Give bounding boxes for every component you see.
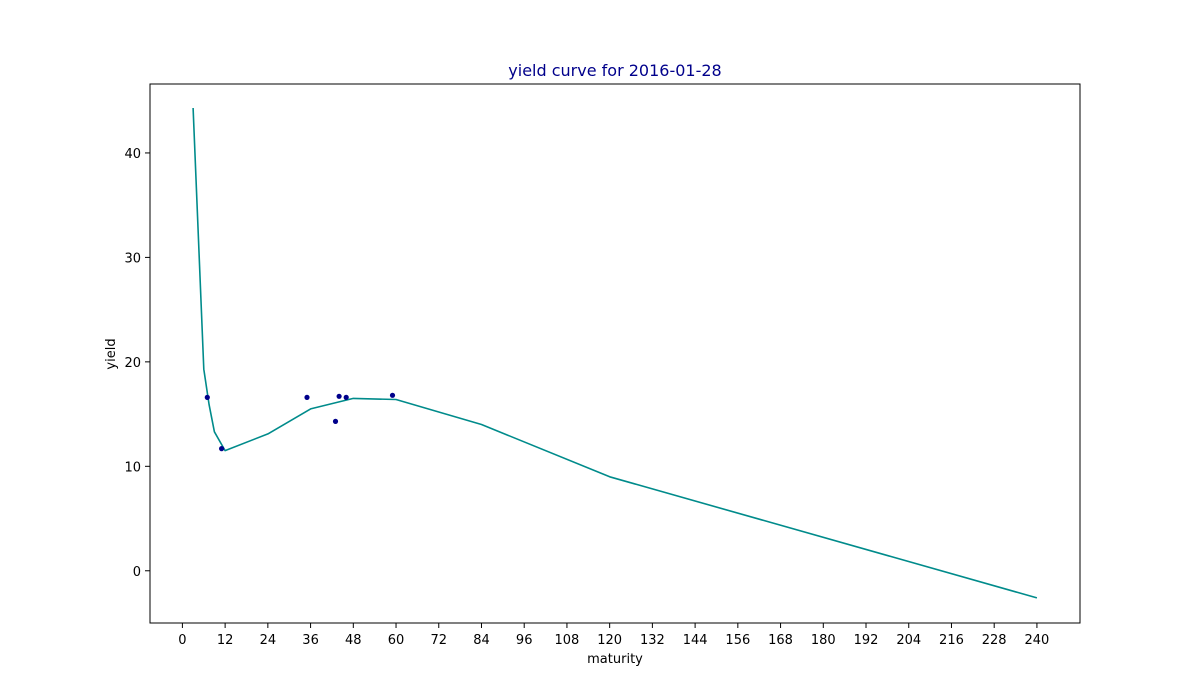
x-tick-label: 240 <box>1025 633 1050 648</box>
chart-title: yield curve for 2016-01-28 <box>508 61 721 80</box>
y-tick-label: 0 <box>133 565 141 580</box>
x-tick-label: 192 <box>854 633 879 648</box>
fitted-yield-line <box>192 107 1038 599</box>
x-axis: 0 12 24 36 48 60 72 84 96 108 120 132 144 156 168 180 19… <box>178 623 1049 648</box>
observed-yield-point <box>304 394 310 400</box>
y-tick-label: 40 <box>124 147 141 162</box>
observed-yield-point <box>389 392 396 398</box>
x-tick-label: 24 <box>260 633 277 648</box>
y-tick-label: 30 <box>124 251 141 266</box>
x-tick-label: 144 <box>683 633 708 648</box>
x-tick-label: 120 <box>597 633 622 648</box>
series-layer <box>192 107 1038 599</box>
x-tick-label: 156 <box>725 633 750 648</box>
x-tick-label: 0 <box>178 633 186 648</box>
x-tick-label: 84 <box>473 633 490 648</box>
x-tick-label: 72 <box>430 633 447 648</box>
plot-area <box>149 83 1081 624</box>
y-tick-label: 20 <box>124 356 141 371</box>
x-tick-label: 96 <box>516 633 533 648</box>
x-tick-label: 216 <box>939 633 964 648</box>
x-tick-label: 204 <box>896 633 921 648</box>
observed-yield-point <box>204 394 210 400</box>
x-tick-label: 180 <box>811 633 836 648</box>
x-axis-label: maturity <box>587 652 643 667</box>
observed-yield-point <box>219 446 225 452</box>
x-tick-label: 108 <box>555 633 580 648</box>
observed-yield-point <box>336 393 342 399</box>
y-axis: 0 10 20 30 40 <box>124 147 150 580</box>
x-tick-label: 12 <box>217 633 234 648</box>
observed-yield-point <box>332 418 339 424</box>
y-tick-label: 10 <box>124 460 141 475</box>
observed-yield-point <box>343 394 349 400</box>
x-tick-label: 48 <box>345 633 362 648</box>
x-tick-label: 168 <box>768 633 793 648</box>
x-tick-label: 228 <box>982 633 1007 648</box>
x-tick-label: 132 <box>640 633 665 648</box>
y-axis-label: yield <box>104 338 119 369</box>
x-tick-label: 60 <box>388 633 405 648</box>
x-tick-label: 36 <box>302 633 319 648</box>
